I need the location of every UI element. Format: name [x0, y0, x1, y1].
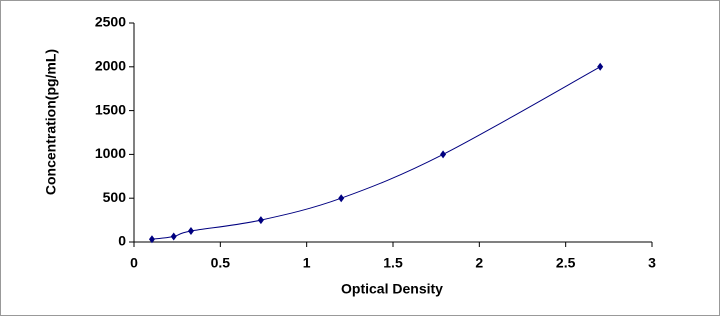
data-point	[148, 235, 155, 244]
y-tick-label: 1500	[95, 101, 126, 117]
data-point	[170, 232, 177, 241]
data-point	[187, 227, 194, 236]
y-tick-label: 500	[103, 189, 127, 205]
data-point	[597, 62, 604, 71]
x-tick-label: 0	[130, 255, 138, 271]
data-point	[257, 216, 264, 225]
x-tick-label: 3	[648, 255, 656, 271]
x-tick-label: 1.5	[383, 255, 403, 271]
x-tick-label: 2.5	[556, 255, 576, 271]
x-tick-label: 0.5	[211, 255, 231, 271]
y-tick-label: 2000	[95, 58, 126, 74]
y-tick-label: 2500	[95, 14, 126, 30]
data-point	[440, 150, 447, 159]
x-tick-label: 2	[475, 255, 483, 271]
x-tick-label: 1	[303, 255, 311, 271]
y-axis-label: Concentration(pg/mL)	[43, 49, 59, 195]
y-tick-label: 1000	[95, 145, 126, 161]
y-tick-label: 0	[118, 233, 126, 249]
data-point	[338, 194, 345, 203]
x-axis-label: Optical Density	[341, 281, 443, 297]
